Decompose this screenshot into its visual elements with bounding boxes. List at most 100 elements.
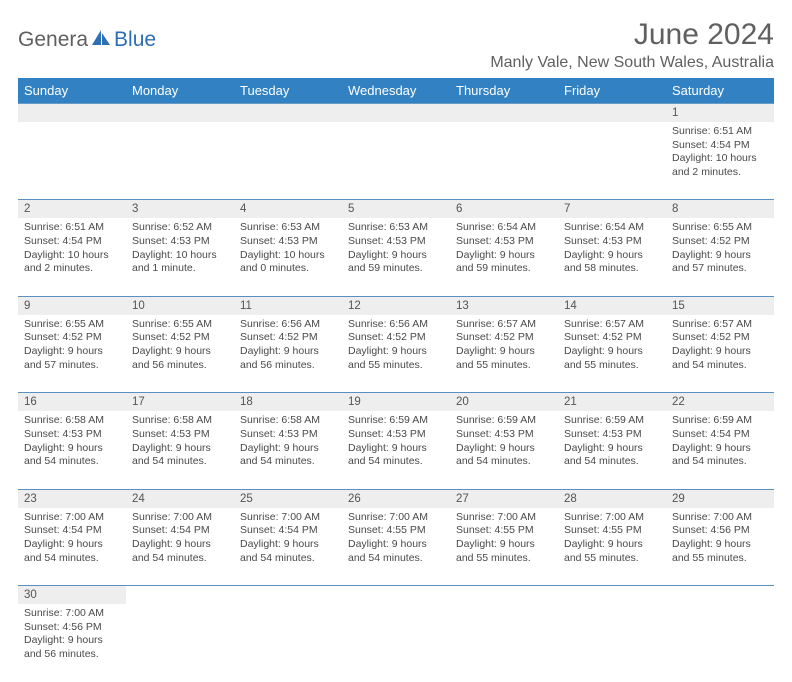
calendar-body: 1Sunrise: 6:51 AMSunset: 4:54 PMDaylight…	[18, 104, 774, 682]
day-content-cell: Sunrise: 7:00 AMSunset: 4:55 PMDaylight:…	[342, 508, 450, 586]
day-content-cell	[342, 122, 450, 200]
day-content-cell: Sunrise: 6:51 AMSunset: 4:54 PMDaylight:…	[18, 218, 126, 296]
day-content-cell	[450, 604, 558, 682]
day-number-cell: 8	[666, 200, 774, 218]
day-number-row: 30	[18, 586, 774, 604]
day-info-line: and 54 minutes.	[132, 455, 228, 469]
day-info-line: Daylight: 9 hours	[564, 249, 660, 263]
day-info-line: Sunrise: 6:56 AM	[348, 318, 444, 332]
day-number-cell: 22	[666, 393, 774, 411]
day-info-line: Sunset: 4:54 PM	[672, 428, 768, 442]
day-info-line: Daylight: 9 hours	[672, 538, 768, 552]
day-number-cell	[342, 104, 450, 122]
day-info-line: Daylight: 9 hours	[240, 442, 336, 456]
day-info-line: Sunrise: 7:00 AM	[24, 607, 120, 621]
day-number-cell: 17	[126, 393, 234, 411]
day-number-cell: 28	[558, 489, 666, 507]
day-content-row: Sunrise: 6:58 AMSunset: 4:53 PMDaylight:…	[18, 411, 774, 489]
day-content-cell: Sunrise: 6:55 AMSunset: 4:52 PMDaylight:…	[126, 315, 234, 393]
day-number-cell: 23	[18, 489, 126, 507]
day-info-line: and 59 minutes.	[456, 262, 552, 276]
day-number-cell	[558, 104, 666, 122]
day-info-line: Sunset: 4:55 PM	[348, 524, 444, 538]
day-info-line: Sunset: 4:54 PM	[24, 524, 120, 538]
day-number-cell: 3	[126, 200, 234, 218]
weekday-header: Wednesday	[342, 78, 450, 104]
day-info-line: Daylight: 9 hours	[240, 538, 336, 552]
day-info-line: and 2 minutes.	[24, 262, 120, 276]
day-info-line: Sunset: 4:53 PM	[564, 428, 660, 442]
day-info-line: and 55 minutes.	[456, 552, 552, 566]
day-info-line: and 1 minute.	[132, 262, 228, 276]
day-info-line: Sunrise: 6:53 AM	[348, 221, 444, 235]
day-info-line: and 58 minutes.	[564, 262, 660, 276]
day-info-line: and 56 minutes.	[24, 648, 120, 662]
weekday-header-row: SundayMondayTuesdayWednesdayThursdayFrid…	[18, 78, 774, 104]
day-info-line: Sunset: 4:52 PM	[564, 331, 660, 345]
day-info-line: Sunset: 4:53 PM	[24, 428, 120, 442]
day-number-cell: 4	[234, 200, 342, 218]
day-number-cell	[18, 104, 126, 122]
day-number-row: 23242526272829	[18, 489, 774, 507]
day-content-cell: Sunrise: 7:00 AMSunset: 4:56 PMDaylight:…	[666, 508, 774, 586]
day-info-line: and 54 minutes.	[24, 455, 120, 469]
day-number-cell: 6	[450, 200, 558, 218]
day-info-line: Sunset: 4:55 PM	[456, 524, 552, 538]
day-number-cell: 26	[342, 489, 450, 507]
day-number-cell: 18	[234, 393, 342, 411]
day-content-row: Sunrise: 6:51 AMSunset: 4:54 PMDaylight:…	[18, 122, 774, 200]
day-info-line: Sunrise: 6:59 AM	[348, 414, 444, 428]
day-info-line: and 57 minutes.	[672, 262, 768, 276]
day-number-cell: 24	[126, 489, 234, 507]
day-info-line: Sunset: 4:55 PM	[564, 524, 660, 538]
day-info-line: Sunset: 4:52 PM	[132, 331, 228, 345]
title-block: June 2024 Manly Vale, New South Wales, A…	[490, 18, 774, 72]
day-info-line: Daylight: 9 hours	[672, 249, 768, 263]
day-content-cell: Sunrise: 7:00 AMSunset: 4:56 PMDaylight:…	[18, 604, 126, 682]
day-number-cell: 1	[666, 104, 774, 122]
day-info-line: Sunrise: 6:59 AM	[456, 414, 552, 428]
day-info-line: Sunrise: 6:57 AM	[564, 318, 660, 332]
day-info-line: and 54 minutes.	[348, 552, 444, 566]
day-content-cell: Sunrise: 6:57 AMSunset: 4:52 PMDaylight:…	[558, 315, 666, 393]
day-info-line: and 56 minutes.	[240, 359, 336, 373]
day-info-line: and 55 minutes.	[564, 359, 660, 373]
day-info-line: Sunrise: 7:00 AM	[132, 511, 228, 525]
day-number-cell: 29	[666, 489, 774, 507]
day-info-line: Sunrise: 6:57 AM	[672, 318, 768, 332]
weekday-header: Tuesday	[234, 78, 342, 104]
day-number-cell	[450, 104, 558, 122]
day-info-line: Sunrise: 6:55 AM	[132, 318, 228, 332]
day-number-cell: 20	[450, 393, 558, 411]
day-content-cell: Sunrise: 6:55 AMSunset: 4:52 PMDaylight:…	[666, 218, 774, 296]
day-info-line: Daylight: 9 hours	[564, 538, 660, 552]
header: Genera Blue June 2024 Manly Vale, New So…	[18, 18, 774, 72]
day-info-line: Daylight: 9 hours	[24, 538, 120, 552]
day-content-cell	[558, 122, 666, 200]
day-info-line: Daylight: 9 hours	[456, 249, 552, 263]
day-number-row: 1	[18, 104, 774, 122]
day-info-line: Daylight: 9 hours	[348, 538, 444, 552]
day-content-cell	[18, 122, 126, 200]
day-number-cell: 16	[18, 393, 126, 411]
day-info-line: Sunset: 4:52 PM	[672, 331, 768, 345]
day-content-cell	[342, 604, 450, 682]
day-number-cell	[342, 586, 450, 604]
day-info-line: Sunrise: 6:59 AM	[564, 414, 660, 428]
day-info-line: Sunrise: 6:53 AM	[240, 221, 336, 235]
month-title: June 2024	[490, 18, 774, 52]
day-info-line: Sunrise: 7:00 AM	[240, 511, 336, 525]
location-text: Manly Vale, New South Wales, Australia	[490, 54, 774, 72]
day-info-line: Sunrise: 7:00 AM	[348, 511, 444, 525]
day-number-cell	[450, 586, 558, 604]
day-number-cell	[234, 104, 342, 122]
day-info-line: Daylight: 9 hours	[672, 442, 768, 456]
day-number-cell: 5	[342, 200, 450, 218]
day-content-cell: Sunrise: 6:52 AMSunset: 4:53 PMDaylight:…	[126, 218, 234, 296]
day-info-line: Sunrise: 6:58 AM	[24, 414, 120, 428]
day-info-line: Sunset: 4:53 PM	[348, 428, 444, 442]
day-info-line: Daylight: 9 hours	[672, 345, 768, 359]
day-content-cell: Sunrise: 6:53 AMSunset: 4:53 PMDaylight:…	[342, 218, 450, 296]
day-info-line: Daylight: 10 hours	[132, 249, 228, 263]
day-info-line: and 54 minutes.	[348, 455, 444, 469]
